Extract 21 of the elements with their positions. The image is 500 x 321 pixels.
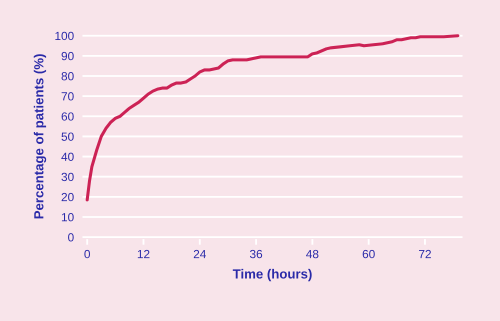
y-axis-title: Percentage of patients (%) <box>34 54 46 218</box>
x-tick-label: 0 <box>84 250 90 258</box>
y-tick-label: 70 <box>62 92 74 101</box>
x-tick-label: 36 <box>250 250 262 258</box>
y-tick-label: 40 <box>61 152 74 161</box>
y-tick-label: 10 <box>62 213 74 222</box>
x-tick-label: 48 <box>306 250 318 258</box>
y-tick-label: 60 <box>62 112 74 121</box>
x-tick-label: 12 <box>138 250 150 258</box>
x-tick-label: 72 <box>419 250 431 258</box>
y-tick-label: 80 <box>62 72 74 80</box>
line-series <box>86 34 460 202</box>
x-tick-label: 24 <box>194 250 206 258</box>
y-tick-label: 30 <box>61 172 74 182</box>
x-axis-title: Time (hours) <box>232 268 312 282</box>
y-tick-label: 20 <box>62 192 74 202</box>
y-tick-label: 90 <box>62 52 74 60</box>
y-tick-label: 0 <box>68 233 74 242</box>
y-tick-label: 100 <box>55 32 74 40</box>
y-tick-label: 50 <box>62 132 74 141</box>
x-tick-label: 60 <box>362 250 375 258</box>
